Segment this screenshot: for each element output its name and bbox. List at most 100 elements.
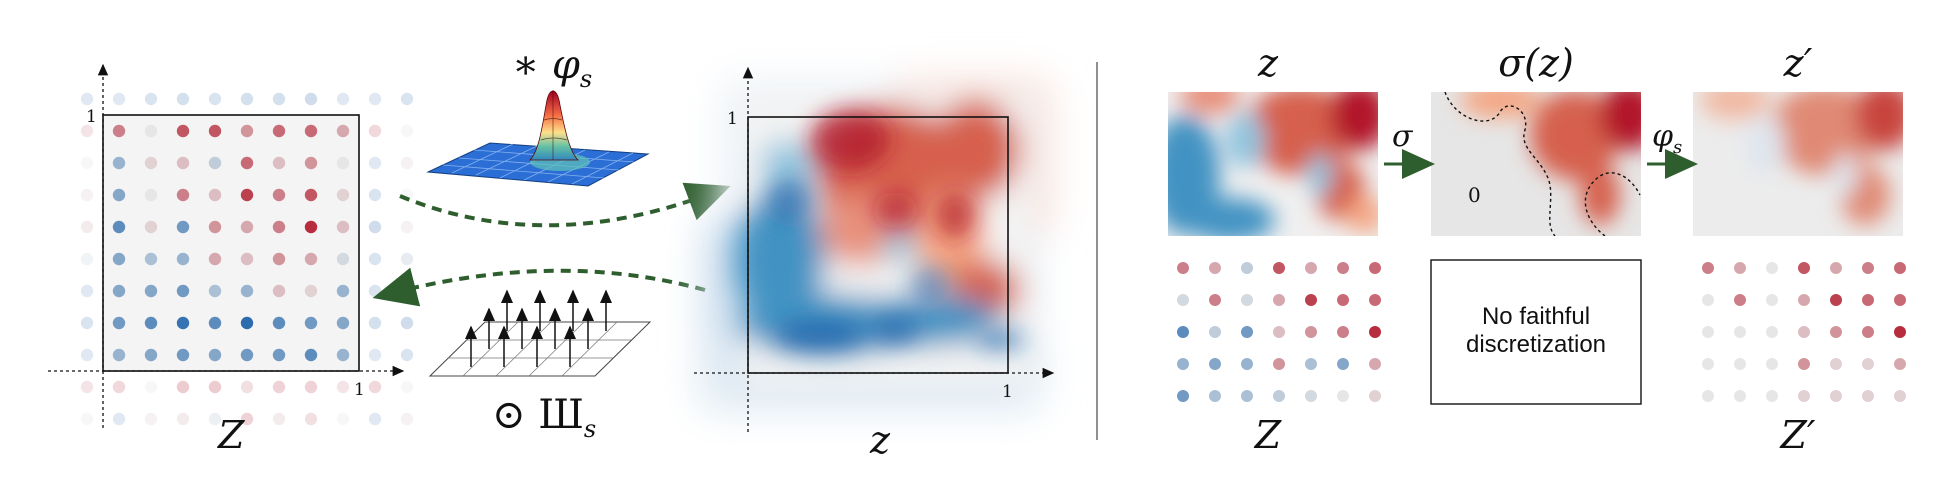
grid-sample: [1766, 358, 1778, 370]
zero-contour-left: [1444, 92, 1556, 236]
grid-sample: [1209, 326, 1221, 338]
grid-sample-periodic: [112, 380, 126, 394]
grid-sample: [240, 220, 254, 234]
grid-sample: [1766, 390, 1778, 402]
grid-sample: [1369, 390, 1381, 402]
label-sample-sub: s: [584, 415, 596, 443]
grid-sample: [336, 252, 350, 266]
grid-sample: [1862, 294, 1874, 306]
arrow-to-discrete: [372, 267, 706, 307]
grid-sample-periodic: [368, 348, 382, 362]
image-sigma-z: [1431, 92, 1641, 236]
label-z-center: z: [869, 418, 891, 462]
grid-sample: [1766, 294, 1778, 306]
grid-sample-periodic: [304, 92, 318, 106]
grid-sample: [1241, 326, 1253, 338]
grid-sample-periodic: [240, 92, 254, 106]
grid-sample-periodic: [80, 92, 94, 106]
grid-sample: [240, 156, 254, 170]
grid-sample: [1830, 262, 1842, 274]
grid-sample-periodic: [112, 92, 126, 106]
grid-sample: [240, 316, 254, 330]
grid-sample: [304, 252, 318, 266]
grid-sample: [1273, 326, 1285, 338]
grid-sample: [272, 284, 286, 298]
grid-sample-periodic: [304, 412, 318, 426]
grid-sample-periodic: [144, 380, 158, 394]
grid-sample: [176, 252, 190, 266]
grid-sample: [1862, 390, 1874, 402]
grid-sample: [1177, 358, 1189, 370]
grid-sample-periodic: [240, 412, 254, 426]
grid-sample-periodic: [80, 348, 94, 362]
grid-sample: [1830, 326, 1842, 338]
grid-sample: [1337, 294, 1349, 306]
grid-sample-periodic: [80, 316, 94, 330]
grid-sample-periodic: [272, 92, 286, 106]
grid-sample-periodic: [368, 252, 382, 266]
grid-sample: [1305, 358, 1317, 370]
label-sigma-arrow: σ: [1392, 119, 1414, 154]
grid-sample: [240, 188, 254, 202]
grid-sample: [1798, 358, 1810, 370]
grid-sample: [336, 220, 350, 234]
grid-sample-periodic: [80, 156, 94, 170]
grid-sample-periodic: [400, 252, 414, 266]
grid-sample: [1798, 262, 1810, 274]
grid-sample: [304, 124, 318, 138]
grid-sample: [1830, 294, 1842, 306]
grid-sample: [208, 124, 222, 138]
grid-sample: [1798, 390, 1810, 402]
grid-sample-periodic: [336, 380, 350, 394]
grid-sample: [1273, 358, 1285, 370]
grid-sample-periodic: [304, 380, 318, 394]
unit-square-border: [102, 114, 360, 372]
grid-sample: [304, 348, 318, 362]
grid-sample-periodic: [80, 284, 94, 298]
grid-sample: [144, 188, 158, 202]
grid-sample: [1734, 262, 1746, 274]
grid-sample-periodic: [400, 220, 414, 234]
label-conv-phi: ∗ φ: [512, 42, 580, 88]
discrete-grid-Z: [80, 92, 414, 426]
grid-sample: [304, 188, 318, 202]
grid-sample: [1702, 358, 1714, 370]
grid-sample: [272, 124, 286, 138]
grid-sample: [1862, 262, 1874, 274]
grid-sample: [1177, 262, 1189, 274]
grid-sample: [112, 284, 126, 298]
grid-sample-periodic: [336, 412, 350, 426]
grid-sample: [1305, 294, 1317, 306]
grid-sample: [176, 284, 190, 298]
grid-sample-periodic: [208, 380, 222, 394]
grid-sample: [144, 220, 158, 234]
grid-sample: [336, 156, 350, 170]
label-sigma-z: σ(z): [1498, 41, 1574, 85]
grid-sample: [336, 348, 350, 362]
grid-sample: [176, 188, 190, 202]
grid-sample: [1305, 390, 1317, 402]
grid-sample-periodic: [368, 412, 382, 426]
grid-sample-periodic: [400, 348, 414, 362]
left-grid-panel: 1 1 Z: [48, 63, 414, 457]
nonlinearity-panel: z σ(z) z′: [1168, 41, 1906, 457]
grid-sample-periodic: [272, 412, 286, 426]
grid-sample-periodic: [80, 252, 94, 266]
grid-sample: [272, 188, 286, 202]
field-tick-y-one: 1: [727, 109, 738, 129]
grid-sample-periodic: [368, 156, 382, 170]
grid-sample-periodic: [400, 380, 414, 394]
grid-sample: [1798, 326, 1810, 338]
svg-text:∗ φs: ∗ φs: [512, 42, 592, 93]
grid-sample: [1702, 294, 1714, 306]
grid-sample: [208, 220, 222, 234]
grid-sample-periodic: [368, 380, 382, 394]
grid-sample: [1702, 262, 1714, 274]
grid-sample-periodic: [368, 124, 382, 138]
kernel-peak: [529, 90, 579, 161]
grid-sample: [112, 124, 126, 138]
grid-sample: [208, 252, 222, 266]
grid-sample: [1894, 262, 1906, 274]
